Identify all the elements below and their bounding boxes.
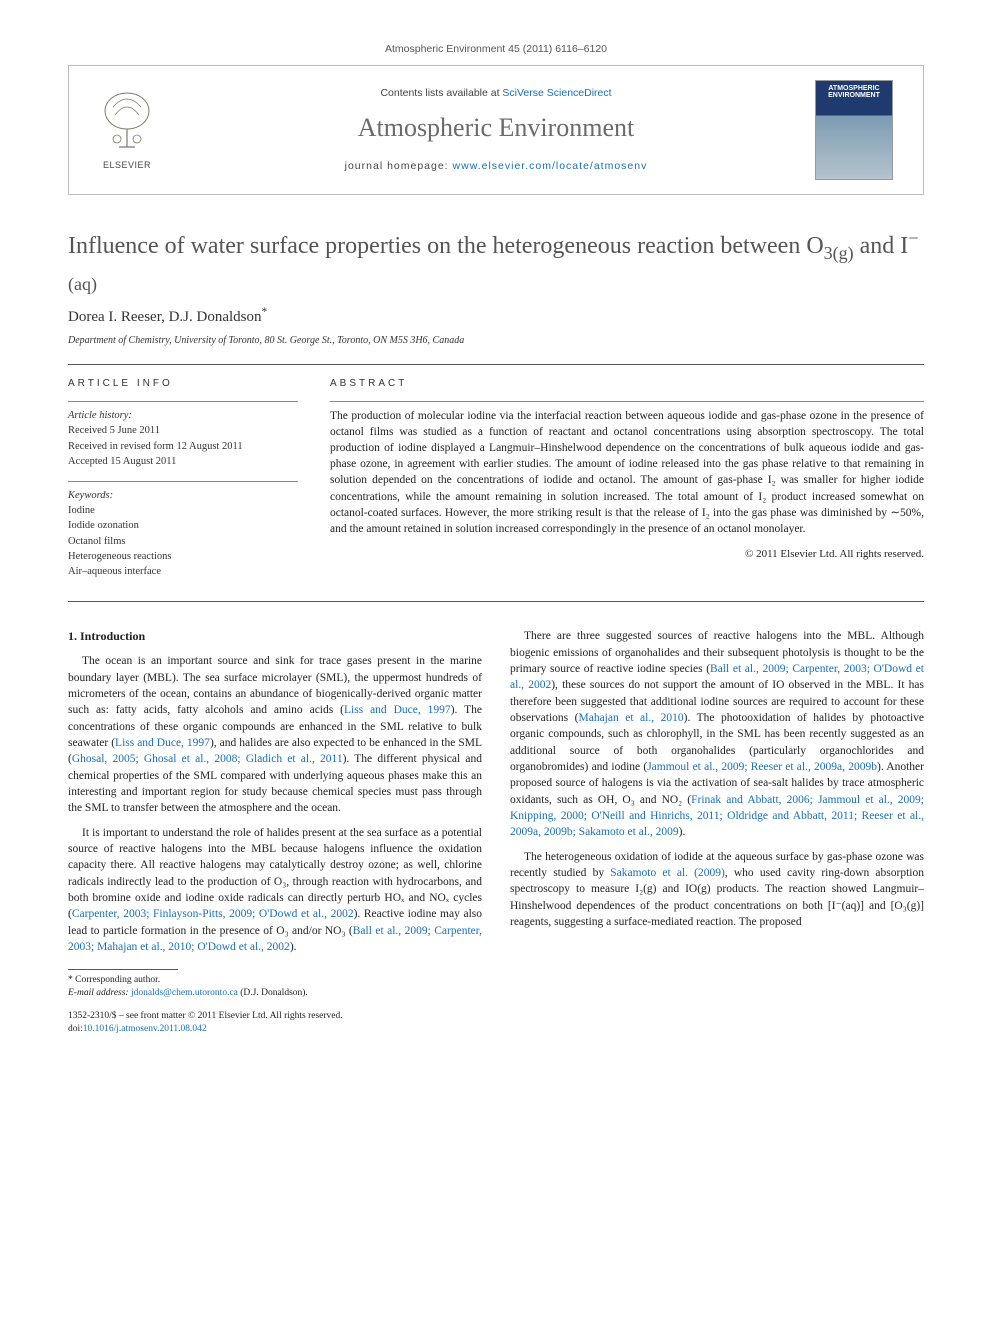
rule-top bbox=[68, 364, 924, 365]
citation[interactable]: Carpenter, 2003; Finlayson-Pitts, 2009; … bbox=[72, 908, 354, 920]
keywords-block: Keywords: Iodine Iodide ozonation Octano… bbox=[68, 481, 298, 579]
title-sub2: (aq) bbox=[68, 274, 97, 294]
para: The ocean is an important source and sin… bbox=[68, 653, 482, 816]
title-mid: and I bbox=[854, 233, 909, 259]
citation[interactable]: Ghosal, 2005; Ghosal et al., 2008; Gladi… bbox=[72, 753, 343, 765]
elsevier-logo: ELSEVIER bbox=[87, 85, 167, 175]
contents-prefix: Contents lists available at bbox=[380, 87, 502, 99]
footer: 1352-2310/$ – see front matter © 2011 El… bbox=[68, 1010, 924, 1036]
page: Atmospheric Environment 45 (2011) 6116–6… bbox=[0, 0, 992, 1075]
keyword: Air–aqueous interface bbox=[68, 564, 298, 579]
abstract-heading: ABSTRACT bbox=[330, 377, 924, 391]
masthead: ELSEVIER Contents lists available at Sci… bbox=[68, 65, 924, 195]
email-line: E-mail address: jdonalds@chem.utoronto.c… bbox=[68, 987, 924, 1000]
citation[interactable]: Liss and Duce, 1997 bbox=[115, 737, 210, 749]
history-accepted: Accepted 15 August 2011 bbox=[68, 454, 298, 469]
elsevier-tree-icon bbox=[95, 87, 159, 155]
authors-list: Dorea I. Reeser, D.J. Donaldson bbox=[68, 309, 262, 325]
history-received: Received 5 June 2011 bbox=[68, 423, 298, 438]
keyword: Iodine bbox=[68, 503, 298, 518]
journal-title: Atmospheric Environment bbox=[191, 110, 801, 146]
homepage-line: journal homepage: www.elsevier.com/locat… bbox=[191, 159, 801, 174]
contents-line: Contents lists available at SciVerse Sci… bbox=[191, 86, 801, 101]
para: There are three suggested sources of rea… bbox=[510, 628, 924, 840]
corresponding-author: * Corresponding author. bbox=[68, 974, 924, 987]
body-columns: 1. Introduction The ocean is an importan… bbox=[68, 628, 924, 955]
keywords-label: Keywords: bbox=[68, 488, 298, 503]
title-sup: − bbox=[908, 228, 918, 248]
affiliation: Department of Chemistry, University of T… bbox=[68, 334, 924, 348]
citation[interactable]: Liss and Duce, 1997 bbox=[344, 704, 451, 716]
article-title: Influence of water surface properties on… bbox=[68, 231, 924, 293]
journal-cover-thumb: ATMOSPHERIC ENVIRONMENT bbox=[815, 80, 893, 180]
para: The heterogeneous oxidation of iodide at… bbox=[510, 849, 924, 931]
para: It is important to understand the role o… bbox=[68, 825, 482, 956]
doi-label: doi: bbox=[68, 1024, 83, 1034]
article-info-heading: ARTICLE INFO bbox=[68, 377, 298, 391]
history-revised: Received in revised form 12 August 2011 bbox=[68, 439, 298, 454]
email-link[interactable]: jdonalds@chem.utoronto.ca bbox=[131, 988, 238, 998]
meta-grid: ARTICLE INFO Article history: Received 5… bbox=[68, 377, 924, 579]
rule-mid bbox=[68, 601, 924, 602]
elsevier-label: ELSEVIER bbox=[103, 159, 151, 172]
homepage-link[interactable]: www.elsevier.com/locate/atmosenv bbox=[453, 160, 648, 172]
footnotes: * Corresponding author. E-mail address: … bbox=[68, 974, 924, 1000]
running-head: Atmospheric Environment 45 (2011) 6116–6… bbox=[68, 42, 924, 57]
cover-thumb-title: ATMOSPHERIC ENVIRONMENT bbox=[820, 85, 888, 100]
citation[interactable]: Mahajan et al., 2010 bbox=[578, 712, 683, 724]
masthead-center: Contents lists available at SciVerse Sci… bbox=[191, 86, 801, 174]
email-who: (D.J. Donaldson). bbox=[240, 988, 308, 998]
abstract-copyright: © 2011 Elsevier Ltd. All rights reserved… bbox=[330, 547, 924, 562]
authors: Dorea I. Reeser, D.J. Donaldson* bbox=[68, 307, 924, 328]
article-history: Article history: Received 5 June 2011 Re… bbox=[68, 401, 298, 469]
footnote-rule bbox=[68, 969, 178, 970]
email-label: E-mail address: bbox=[68, 988, 129, 998]
doi-line: doi:10.1016/j.atmosenv.2011.08.042 bbox=[68, 1023, 924, 1036]
title-sub1: 3(g) bbox=[824, 242, 854, 262]
doi-link[interactable]: 10.1016/j.atmosenv.2011.08.042 bbox=[83, 1024, 207, 1034]
sciencedirect-link[interactable]: SciVerse ScienceDirect bbox=[502, 87, 611, 99]
abstract-col: ABSTRACT The production of molecular iod… bbox=[330, 377, 924, 579]
history-label: Article history: bbox=[68, 408, 298, 423]
keyword: Octanol films bbox=[68, 534, 298, 549]
article-info-col: ARTICLE INFO Article history: Received 5… bbox=[68, 377, 298, 579]
abstract-text: The production of molecular iodine via t… bbox=[330, 408, 924, 537]
title-pre: Influence of water surface properties on… bbox=[68, 233, 824, 259]
citation[interactable]: Sakamoto et al. (2009) bbox=[610, 867, 725, 879]
keyword: Iodide ozonation bbox=[68, 518, 298, 533]
issn-line: 1352-2310/$ – see front matter © 2011 El… bbox=[68, 1010, 924, 1023]
corr-marker: * bbox=[262, 306, 268, 318]
homepage-prefix: journal homepage: bbox=[345, 160, 453, 172]
keyword: Heterogeneous reactions bbox=[68, 549, 298, 564]
section-heading: 1. Introduction bbox=[68, 628, 482, 645]
citation[interactable]: Jammoul et al., 2009; Reeser et al., 200… bbox=[647, 761, 877, 773]
